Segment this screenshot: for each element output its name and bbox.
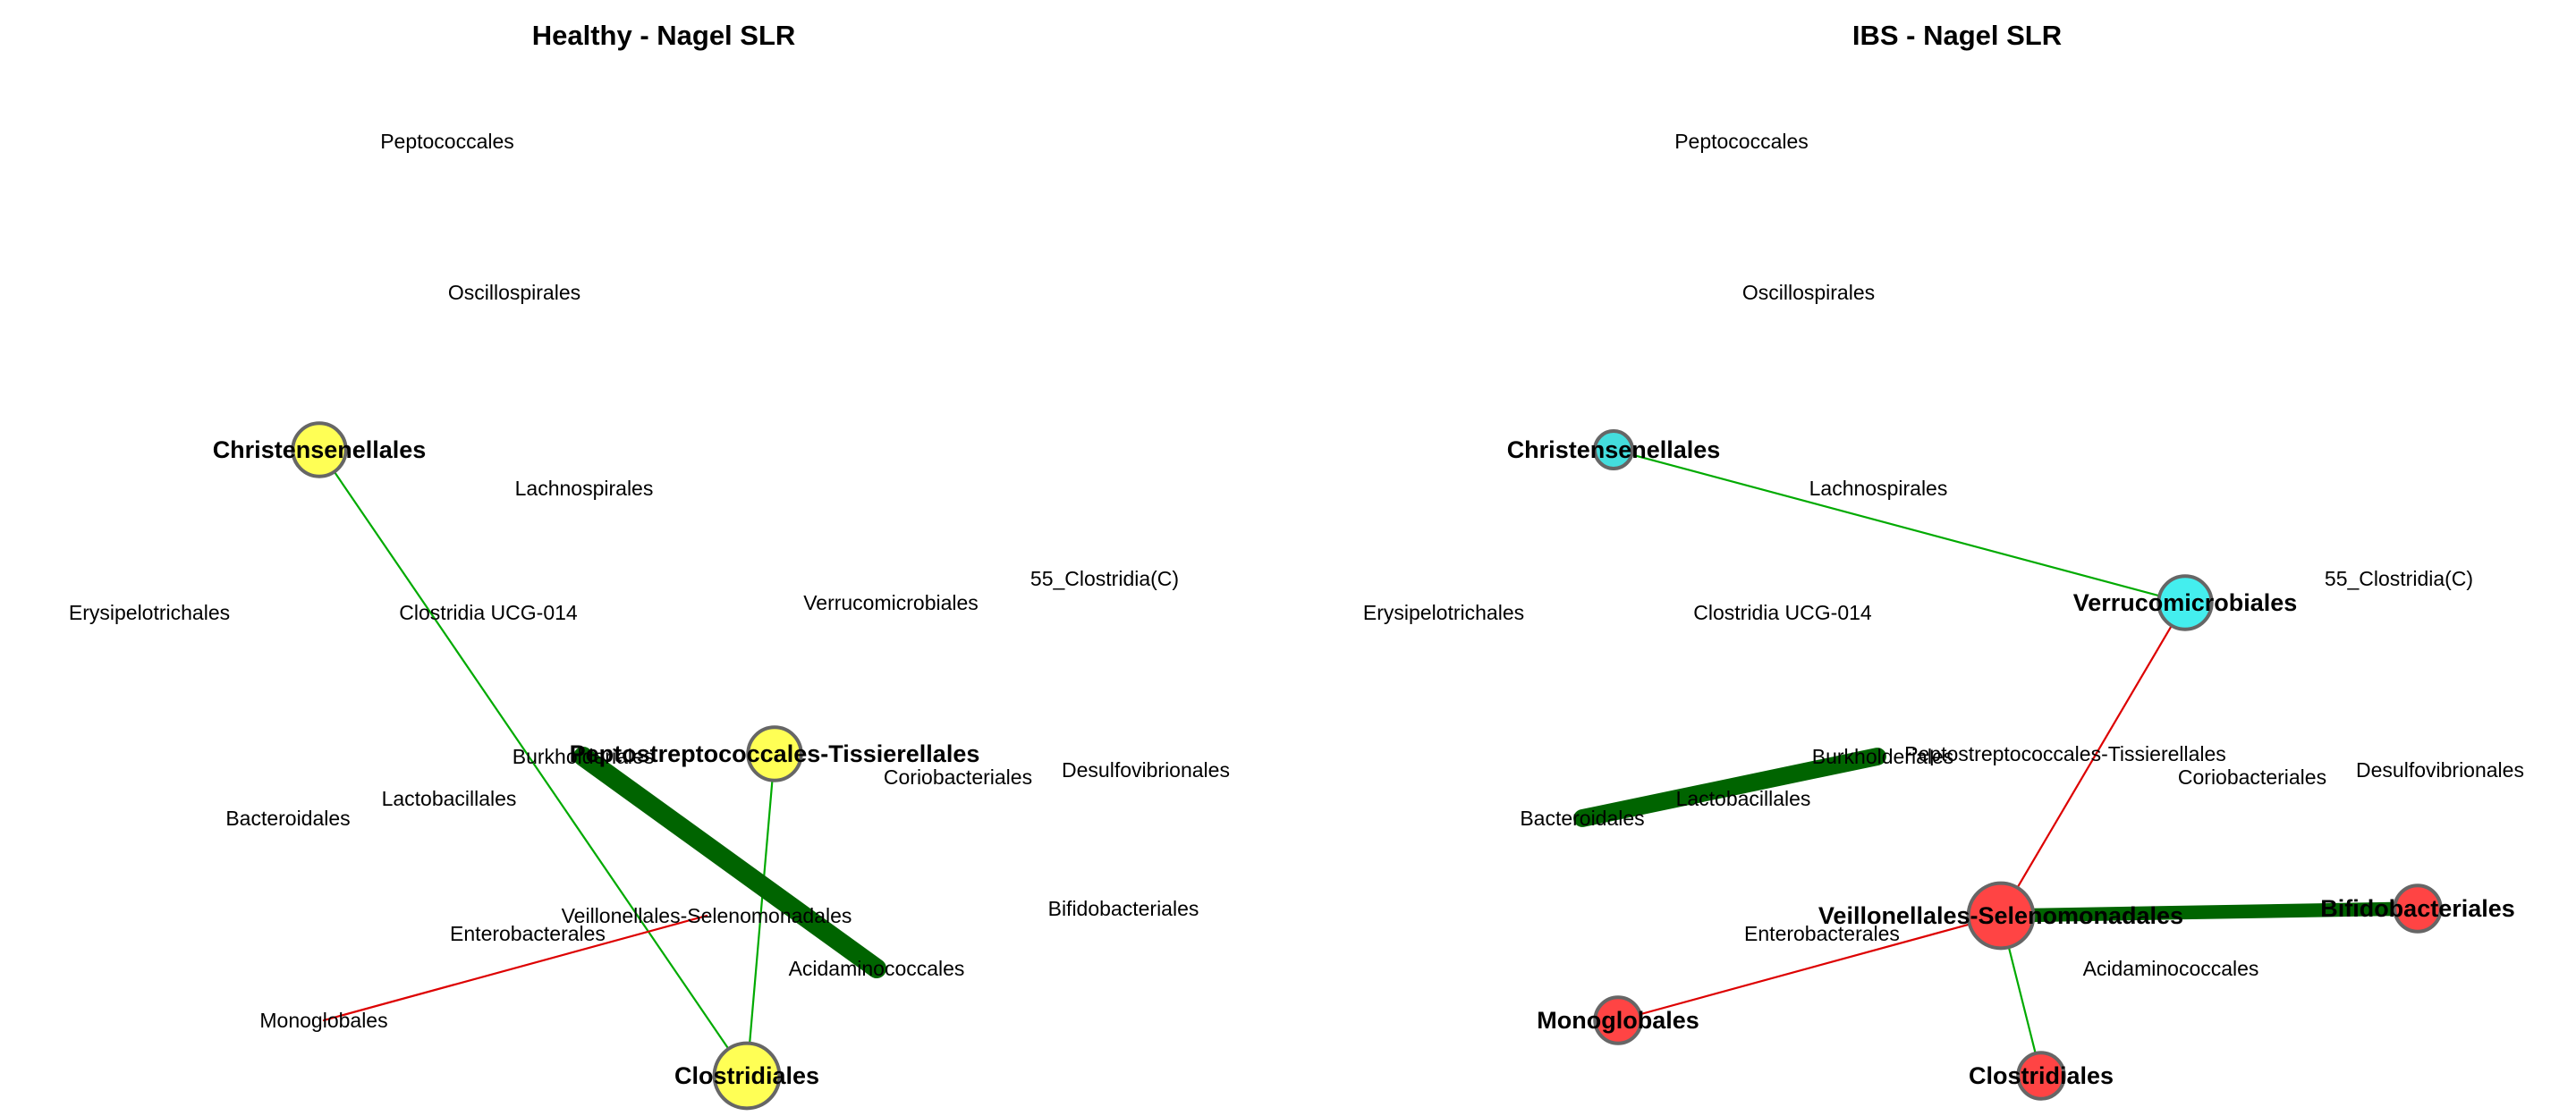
node-clostridiales: [712, 1041, 782, 1111]
label-lachnospirales: Lachnospirales: [1809, 477, 1948, 500]
node-verrucomicrobiales: [2157, 574, 2214, 631]
node-peptostreptococcales: [746, 725, 803, 782]
healthy-network-panel: Healthy - Nagel SLR Peptococcales Oscillo…: [69, 20, 1230, 1111]
label-acidaminococcales: Acidaminococcales: [2083, 957, 2259, 980]
label-acidaminococcales: Acidaminococcales: [789, 957, 965, 980]
label-bacteroidales: Bacteroidales: [1520, 807, 1644, 830]
label-desulfovibrionales: Desulfovibrionales: [1062, 758, 1230, 782]
label-veillonellales: Veillonellales-Selenomonadales: [1818, 902, 2183, 929]
label-clostridia-ucg-014: Clostridia UCG-014: [399, 601, 578, 624]
label-lactobacillales: Lactobacillales: [382, 787, 517, 810]
label-peptococcales: Peptococcales: [1674, 130, 1809, 153]
node-christensenellales: [1593, 429, 1634, 470]
label-erysipelotrichales: Erysipelotrichales: [1363, 601, 1524, 624]
label-burkholderiales: Burkholderiales: [1812, 745, 1954, 768]
label-clostridiales: Clostridiales: [1969, 1062, 2114, 1089]
label-oscillospirales: Oscillospirales: [1742, 281, 1875, 304]
edge-verrucomicrobiales-veillonellales: [1999, 601, 2187, 917]
label-coriobacteriales: Coriobacteriales: [2178, 765, 2326, 789]
label-peptococcales: Peptococcales: [380, 130, 514, 153]
label-veillonellales: Veillonellales-Selenomonadales: [562, 904, 852, 927]
label-oscillospirales: Oscillospirales: [448, 281, 580, 304]
label-coriobacteriales: Coriobacteriales: [884, 765, 1032, 789]
node-veillonellales: [1966, 881, 2036, 951]
edge-bacteroidales-burkholderiales: [1573, 748, 1886, 827]
edge-monoglobales-veillonellales: [322, 914, 708, 1022]
edge-christensenellales-clostridiales: [318, 448, 749, 1078]
label-erysipelotrichales: Erysipelotrichales: [69, 601, 230, 624]
label-christensenellales: Christensenellales: [213, 436, 427, 463]
node-clostridiales: [2016, 1051, 2066, 1101]
edge-peptostreptococcales-clostridiales: [745, 752, 776, 1078]
label-verrucomicrobiales: Verrucomicrobiales: [803, 591, 979, 614]
ibs-network-panel: IBS - Nagel SLR Peptococcales Oscillospir…: [1363, 20, 2524, 1101]
node-monoglobales: [1593, 995, 1643, 1045]
label-enterobacterales: Enterobacterales: [450, 922, 606, 945]
label-lactobacillales: Lactobacillales: [1676, 787, 1811, 810]
label-bacteroidales: Bacteroidales: [225, 807, 350, 830]
edge-veillonellales-monoglobales: [1616, 914, 2003, 1022]
label-monoglobales: Monoglobales: [259, 1009, 387, 1032]
node-christensenellales: [291, 421, 348, 478]
ibs-panel-title: IBS - Nagel SLR: [1852, 20, 2062, 51]
healthy-panel-title: Healthy - Nagel SLR: [532, 20, 796, 51]
label-peptostreptococcales: Peptostreptococcales-Tissierellales: [1904, 742, 2226, 765]
label-monoglobales: Monoglobales: [1537, 1007, 1699, 1034]
label-55-clostridia: 55_Clostridia(C): [2325, 567, 2473, 590]
label-bifidobacteriales: Bifidobacteriales: [1048, 897, 1199, 920]
node-bifidobacteriales: [2393, 884, 2443, 934]
edge-veillonellales-bifidobacteriales: [1994, 901, 2425, 923]
label-burkholderiales: Burkholderiales: [513, 745, 655, 768]
label-lachnospirales: Lachnospirales: [515, 477, 654, 500]
label-clostridia-ucg-014: Clostridia UCG-014: [1693, 601, 1872, 624]
label-verrucomicrobiales: Verrucomicrobiales: [2073, 589, 2298, 616]
label-desulfovibrionales: Desulfovibrionales: [2356, 758, 2524, 782]
edge-burkholderiales-acidaminococcales: [573, 747, 886, 978]
label-bifidobacteriales: Bifidobacteriales: [2320, 895, 2515, 922]
edge-christensenellales-verrucomicrobiales: [1612, 448, 2187, 604]
label-clostridiales: Clostridiales: [674, 1062, 819, 1089]
label-55-clostridia: 55_Clostridia(C): [1030, 567, 1179, 590]
label-peptostreptococcales: Peptostreptococcales-Tissierellales: [570, 740, 980, 767]
label-enterobacterales: Enterobacterales: [1744, 922, 1900, 945]
label-christensenellales: Christensenellales: [1507, 436, 1721, 463]
